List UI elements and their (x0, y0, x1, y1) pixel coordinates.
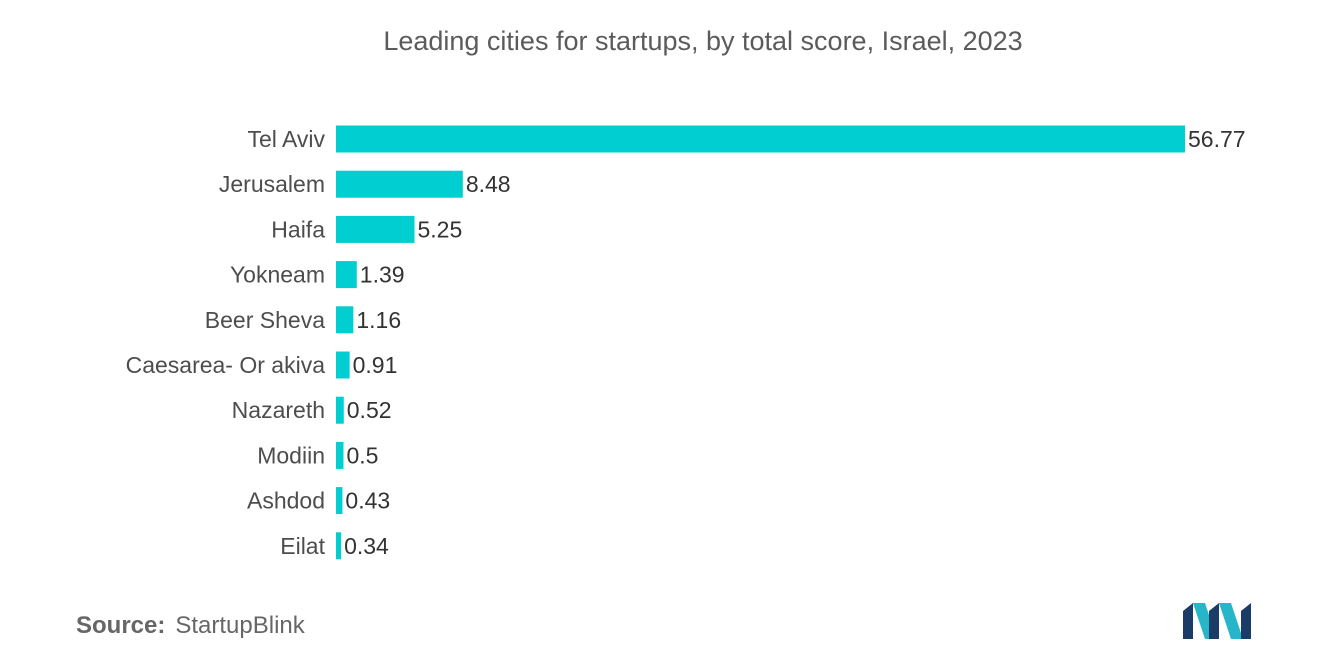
value-label: 1.39 (360, 262, 405, 288)
bar (336, 487, 343, 515)
category-label: Haifa (271, 216, 325, 242)
bar (336, 261, 357, 289)
category-label: Ashdod (247, 488, 325, 514)
bar (336, 170, 463, 198)
source-label: Source: (76, 612, 166, 639)
value-label: 0.91 (353, 352, 398, 378)
mordor-intelligence-logo-icon (1183, 603, 1251, 639)
category-label: Tel Aviv (247, 126, 325, 152)
value-label: 56.77 (1188, 126, 1246, 152)
category-label: Caesarea- Or akiva (126, 352, 326, 378)
bar (336, 351, 350, 379)
value-label: 1.16 (356, 307, 401, 333)
value-label: 0.34 (344, 533, 389, 559)
category-label: Eilat (280, 533, 325, 559)
bar (336, 215, 415, 243)
bar (336, 306, 354, 334)
value-label: 0.43 (345, 488, 390, 514)
category-label: Jerusalem (219, 171, 325, 197)
category-label: Nazareth (232, 397, 325, 423)
bar (336, 441, 344, 469)
value-label: 0.5 (346, 442, 378, 468)
value-label: 5.25 (418, 216, 463, 242)
source-value: StartupBlink (175, 612, 305, 639)
bar (336, 125, 1185, 153)
bar (336, 532, 342, 560)
category-label: Yokneam (230, 262, 325, 288)
source-note: Source: StartupBlink (76, 612, 305, 640)
category-label: Beer Sheva (205, 307, 325, 333)
value-label: 0.52 (347, 397, 392, 423)
value-label: 8.48 (466, 171, 511, 197)
bar (336, 396, 344, 424)
chart-title: Leading cities for startups, by total sc… (383, 26, 1023, 56)
category-label: Modiin (257, 442, 325, 468)
